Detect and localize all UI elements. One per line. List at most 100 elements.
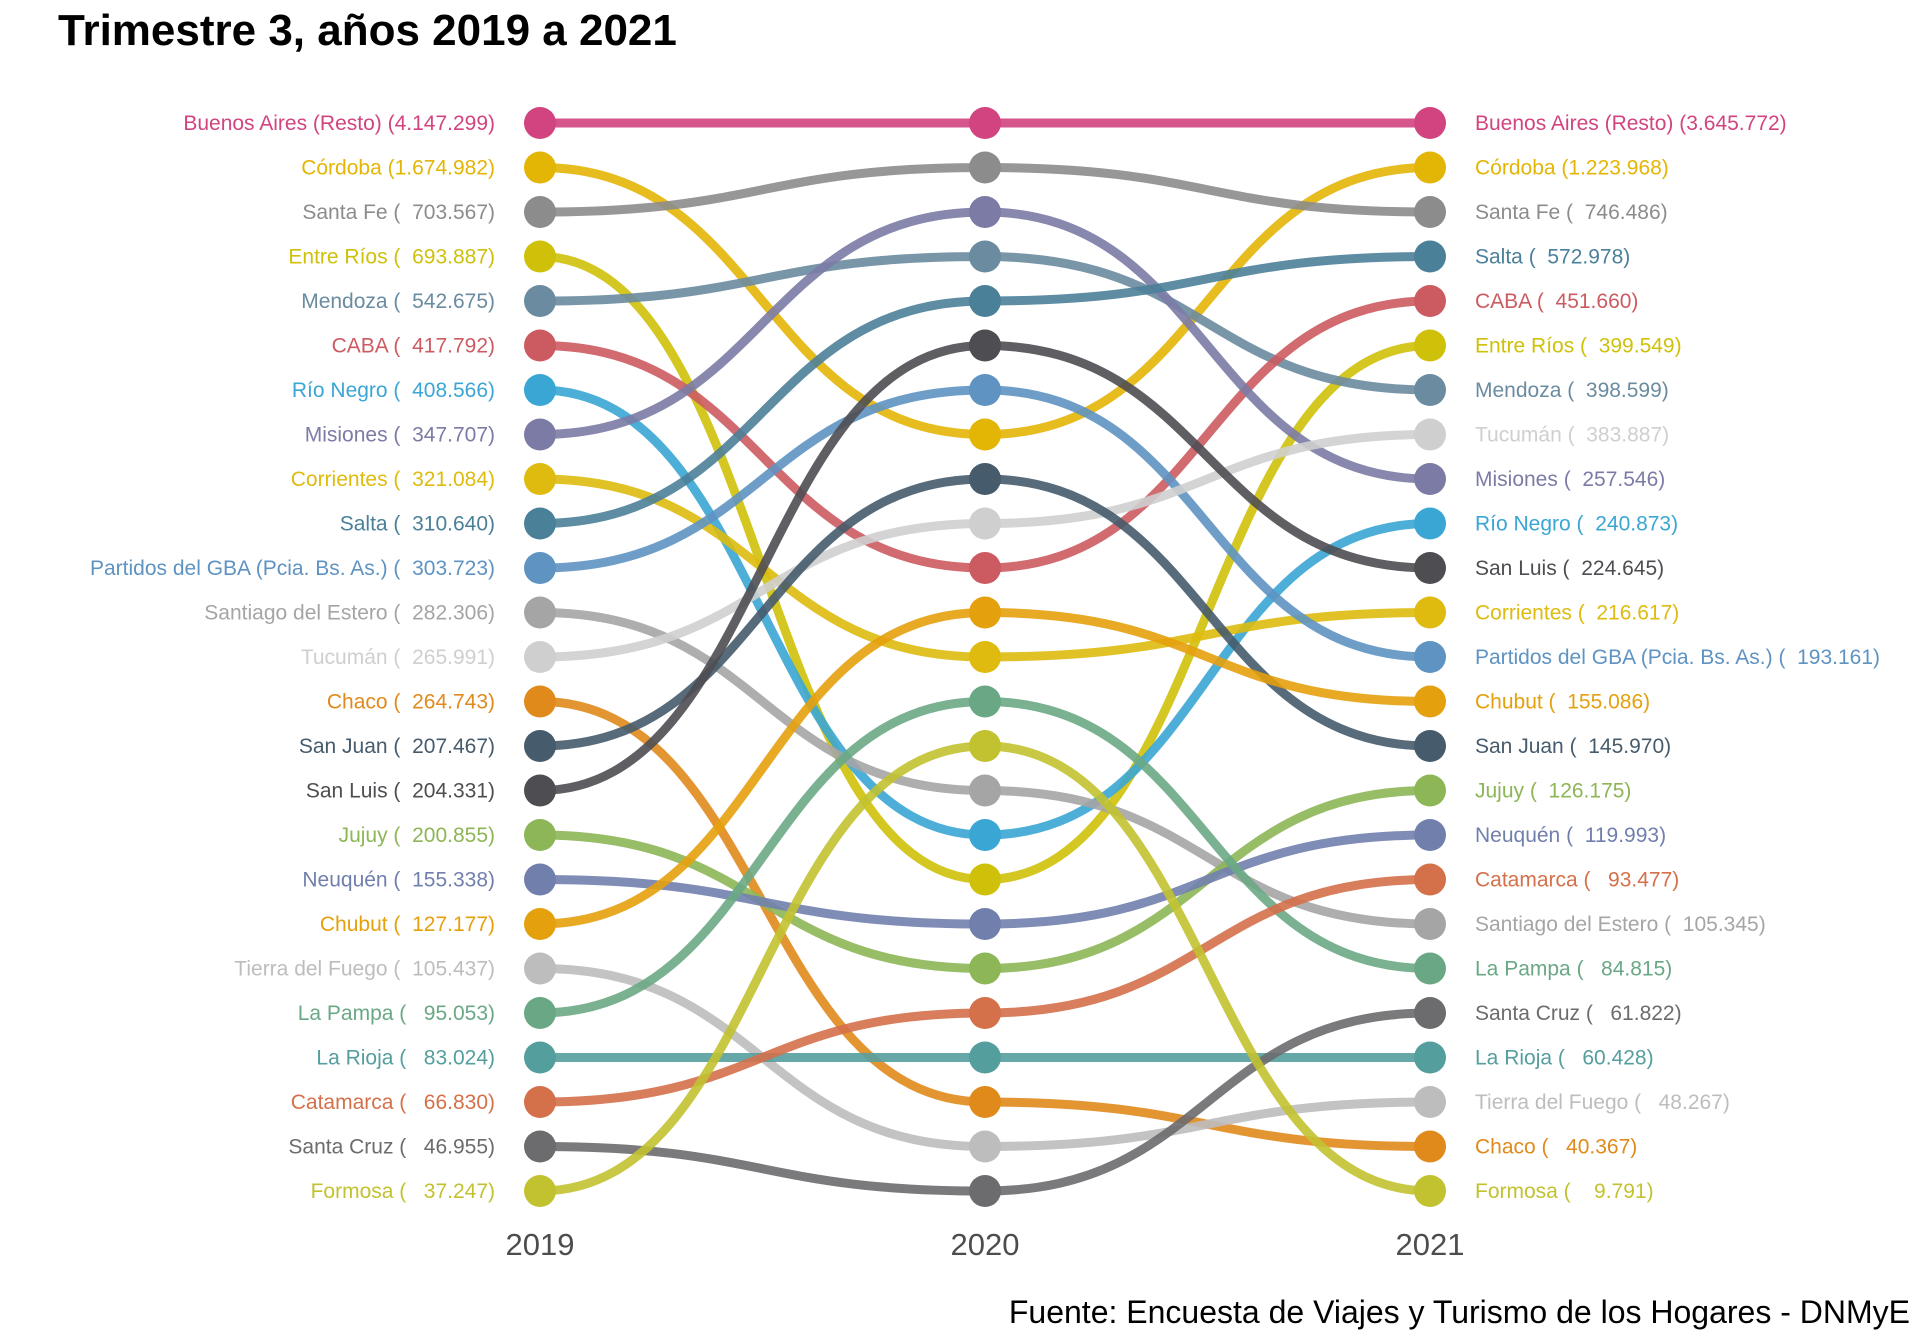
label-2021-neuquen: Neuquén ( 119.993) — [1475, 824, 1666, 847]
label-2019-chaco: Chaco ( 264.743) — [327, 691, 495, 714]
label-2021-salta: Salta ( 572.978) — [1475, 246, 1630, 269]
x-axis: 2019 2020 2021 — [506, 1227, 1465, 1262]
point-misiones-2019 — [524, 418, 556, 451]
point-catamarca-2019 — [524, 1086, 556, 1118]
point-chubut-2021 — [1414, 685, 1446, 718]
point-buenos-aires-resto-2021 — [1414, 107, 1446, 139]
label-2021-jujuy: Jujuy ( 126.175) — [1475, 780, 1631, 803]
label-2021-santa-cruz: Santa Cruz ( 61.822) — [1475, 1002, 1682, 1025]
series-line-chubut — [535, 607, 1435, 929]
label-2019-formosa: Formosa ( 37.247) — [311, 1180, 495, 1203]
point-santiago-del-estero-2021 — [1414, 908, 1446, 940]
point-caba-2019 — [524, 329, 556, 362]
label-2019-la-pampa: La Pampa ( 95.053) — [298, 1002, 495, 1025]
point-la-rioja-2019 — [524, 1041, 556, 1074]
label-2019-tucuman: Tucumán ( 265.991) — [301, 646, 495, 669]
point-neuquen-2019 — [524, 863, 556, 896]
point-chubut-2019 — [524, 908, 556, 940]
label-2021-santa-fe: Santa Fe ( 746.486) — [1475, 201, 1668, 224]
point-chubut-2020 — [969, 596, 1001, 629]
point-catamarca-2020 — [969, 997, 1001, 1029]
point-corrientes-2020 — [969, 641, 1001, 673]
point-jujuy-2020 — [969, 952, 1001, 985]
point-caba-2021 — [1414, 285, 1446, 317]
point-la-pampa-2021 — [1414, 952, 1446, 985]
label-2019-santiago-del-estero: Santiago del Estero ( 282.306) — [204, 602, 495, 625]
point-partidos-del-gba-pcia-bs-as-2021 — [1414, 641, 1446, 673]
label-2021-chaco: Chaco ( 40.367) — [1475, 1136, 1637, 1159]
point-misiones-2021 — [1414, 463, 1446, 495]
point-tucuman-2021 — [1414, 418, 1446, 451]
label-2019-san-juan: San Juan ( 207.467) — [299, 735, 495, 758]
point-misiones-2020 — [969, 196, 1001, 228]
point-entre-rios-2021 — [1414, 329, 1446, 362]
label-2019-cordoba: Córdoba (1.674.982) — [301, 157, 495, 180]
label-2019-chubut: Chubut ( 127.177) — [320, 913, 495, 936]
label-2021-formosa: Formosa ( 9.791) — [1475, 1180, 1654, 1203]
point-san-juan-2019 — [524, 730, 556, 762]
point-la-rioja-2021 — [1414, 1041, 1446, 1074]
point-tierra-del-fuego-2020 — [969, 1130, 1001, 1163]
label-2019-buenos-aires-resto: Buenos Aires (Resto) (4.147.299) — [183, 112, 495, 135]
point-mendoza-2020 — [969, 240, 1001, 273]
label-2021-la-rioja: La Rioja ( 60.428) — [1475, 1047, 1654, 1070]
point-buenos-aires-resto-2020 — [969, 107, 1001, 139]
point-santa-fe-2021 — [1414, 196, 1446, 228]
label-2021-buenos-aires-resto: Buenos Aires (Resto) (3.645.772) — [1475, 112, 1787, 135]
label-2021-san-juan: San Juan ( 145.970) — [1475, 735, 1671, 758]
point-rio-negro-2019 — [524, 374, 556, 406]
point-caba-2020 — [969, 552, 1001, 584]
right-labels: Buenos Aires (Resto) (3.645.772) Córdoba … — [1475, 112, 1880, 1203]
point-la-pampa-2019 — [524, 997, 556, 1029]
point-santa-fe-2020 — [969, 151, 1001, 184]
point-tucuman-2019 — [524, 641, 556, 673]
label-2019-santa-cruz: Santa Cruz ( 46.955) — [288, 1136, 495, 1159]
point-santa-cruz-2020 — [969, 1175, 1001, 1207]
point-san-luis-2021 — [1414, 552, 1446, 584]
label-2019-salta: Salta ( 310.640) — [340, 513, 495, 536]
chart-title: Trimestre 3, años 2019 a 2021 — [58, 6, 677, 55]
label-2021-catamarca: Catamarca ( 93.477) — [1475, 869, 1679, 892]
label-2019-jujuy: Jujuy ( 200.855) — [339, 824, 495, 847]
point-tucuman-2020 — [969, 507, 1001, 540]
label-2019-partidos-del-gba-pcia-bs-as: Partidos del GBA (Pcia. Bs. As.) ( 303.7… — [90, 557, 495, 580]
label-2019-neuquen: Neuquén ( 155.338) — [302, 869, 495, 892]
label-2019-rio-negro: Río Negro ( 408.566) — [292, 379, 495, 402]
point-rio-negro-2020 — [969, 819, 1001, 851]
label-2019-san-luis: San Luis ( 204.331) — [306, 780, 495, 803]
label-2021-misiones: Misiones ( 257.546) — [1475, 468, 1665, 491]
label-2021-corrientes: Corrientes ( 216.617) — [1475, 602, 1679, 625]
label-2021-mendoza: Mendoza ( 398.599) — [1475, 379, 1669, 402]
point-rio-negro-2021 — [1414, 507, 1446, 540]
point-formosa-2020 — [969, 730, 1001, 762]
point-salta-2019 — [524, 507, 556, 540]
point-chaco-2020 — [969, 1086, 1001, 1118]
chart-caption: Fuente: Encuesta de Viajes y Turismo de … — [1008, 1294, 1910, 1330]
label-2019-la-rioja: La Rioja ( 83.024) — [316, 1047, 495, 1070]
label-2021-tucuman: Tucumán ( 383.887) — [1475, 424, 1669, 447]
point-la-pampa-2020 — [969, 685, 1001, 718]
point-chaco-2021 — [1414, 1130, 1446, 1163]
point-santiago-del-estero-2019 — [524, 596, 556, 629]
point-san-luis-2020 — [969, 329, 1001, 362]
label-2019-catamarca: Catamarca ( 66.830) — [291, 1091, 495, 1114]
label-2019-santa-fe: Santa Fe ( 703.567) — [302, 201, 495, 224]
point-san-juan-2021 — [1414, 730, 1446, 762]
point-santa-cruz-2021 — [1414, 997, 1446, 1029]
point-tierra-del-fuego-2019 — [524, 952, 556, 985]
label-2021-tierra-del-fuego: Tierra del Fuego ( 48.267) — [1475, 1091, 1730, 1114]
point-mendoza-2019 — [524, 285, 556, 317]
x-tick-label-2019: 2019 — [506, 1227, 575, 1262]
point-santa-fe-2019 — [524, 196, 556, 228]
point-entre-rios-2019 — [524, 240, 556, 273]
label-2019-corrientes: Corrientes ( 321.084) — [291, 468, 495, 491]
point-neuquen-2021 — [1414, 819, 1446, 851]
label-2021-chubut: Chubut ( 155.086) — [1475, 691, 1650, 714]
point-la-rioja-2020 — [969, 1041, 1001, 1074]
point-formosa-2021 — [1414, 1175, 1446, 1207]
point-corrientes-2019 — [524, 463, 556, 495]
x-tick-label-2020: 2020 — [951, 1227, 1020, 1262]
label-2021-caba: CABA ( 451.660) — [1475, 290, 1638, 313]
x-tick-label-2021: 2021 — [1396, 1227, 1465, 1262]
point-jujuy-2019 — [524, 819, 556, 851]
